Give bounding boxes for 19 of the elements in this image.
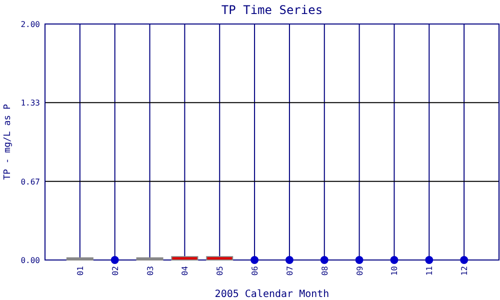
y-axis-title: TP - mg/L as P <box>3 103 13 180</box>
y-tick-label: 0.00 <box>20 256 40 265</box>
x-tick-label: 08 <box>320 266 330 276</box>
x-axis-title: 2005 Calendar Month <box>214 289 330 300</box>
x-tick-label: 12 <box>460 266 470 276</box>
x-tick-label: 04 <box>180 266 190 276</box>
x-tick-label: 09 <box>355 266 364 276</box>
y-tick-label: 2.00 <box>20 20 40 29</box>
x-tick-label: 10 <box>390 266 400 276</box>
x-tick-label: 03 <box>146 266 155 276</box>
x-tick-label: 05 <box>216 266 225 276</box>
y-tick-label: 0.67 <box>20 177 40 186</box>
x-tick-label: 07 <box>285 266 294 276</box>
x-tick-label: 11 <box>425 266 434 276</box>
x-tick-label: 01 <box>76 266 85 276</box>
y-tick-label: 1.33 <box>20 98 40 108</box>
chart-title: TP Time Series <box>221 3 323 17</box>
x-tick-label: 06 <box>250 266 260 276</box>
x-tick-label: 02 <box>110 266 120 276</box>
